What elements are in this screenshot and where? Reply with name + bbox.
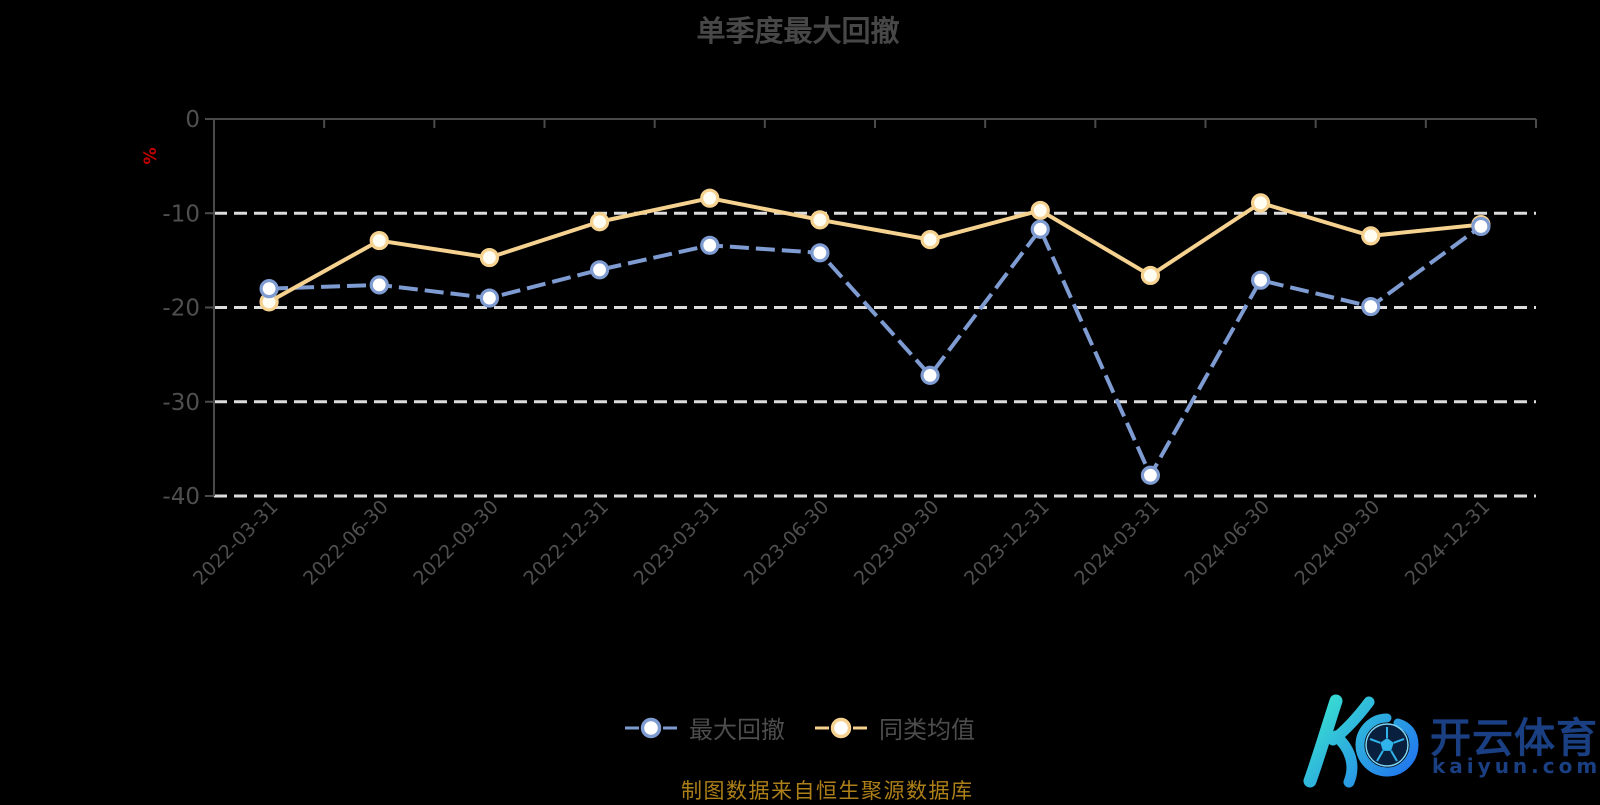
chart-title: 单季度最大回撤 (696, 14, 900, 48)
x-axis-label: 2022-12-31 (519, 496, 613, 590)
x-axis-label: 2024-12-31 (1401, 496, 1495, 590)
peer-average-line (268, 196, 1482, 304)
y-axis-label: -40 (162, 484, 200, 510)
peer-average-point-3[interactable] (589, 212, 610, 232)
peer-average-point-10[interactable] (1361, 226, 1381, 246)
y-axis-label: 0 (185, 107, 200, 133)
max-drawdown-line (269, 224, 1483, 478)
legend-label: 同类均值 (879, 716, 975, 744)
kaiyun-logo-icon (1303, 694, 1419, 788)
peer-average-point-9[interactable] (1250, 193, 1271, 213)
x-axis-label: 2024-03-31 (1070, 496, 1164, 590)
peer-average-point-4[interactable] (700, 188, 720, 208)
max-drawdown-point-10[interactable] (1361, 296, 1381, 317)
x-axis-label: 2023-12-31 (960, 496, 1054, 590)
max-drawdown-point-11[interactable] (1471, 216, 1491, 237)
x-axis-label: 2023-09-30 (850, 496, 944, 590)
legend-item-peer-average[interactable]: 同类均值 (815, 710, 975, 745)
y-axis-label: -20 (162, 296, 200, 322)
max-drawdown-point-2[interactable] (479, 288, 500, 308)
max-drawdown-point-8[interactable] (1140, 465, 1161, 485)
max-drawdown-point-3[interactable] (589, 260, 610, 280)
x-axis-label: 2024-09-30 (1291, 496, 1385, 590)
x-axis-label: 2022-06-30 (299, 496, 393, 590)
max-drawdown-point-7[interactable] (1030, 219, 1050, 239)
peer-average-point-7[interactable] (1030, 200, 1050, 221)
max-drawdown-point-1[interactable] (369, 275, 389, 295)
y-axis-label: -10 (162, 201, 200, 227)
max-drawdown-point-6[interactable] (920, 365, 940, 385)
max-drawdown-point-0[interactable] (259, 279, 279, 299)
legend-label: 最大回撤 (689, 716, 785, 744)
legend-item-max-drawdown[interactable]: 最大回撤 (625, 710, 785, 745)
line-circle-marker-icon (625, 717, 677, 738)
x-axis-label: 2023-06-30 (740, 496, 834, 590)
x-axis-label: 2022-09-30 (409, 496, 503, 590)
max-drawdown-point-9[interactable] (1250, 270, 1271, 290)
peer-average-point-6[interactable] (920, 230, 940, 250)
kaiyun-cn-text: 开云体育 (1430, 714, 1598, 762)
x-axis-label: 2024-06-30 (1180, 496, 1274, 590)
peer-average-point-8[interactable] (1140, 265, 1161, 286)
peer-average-point-5[interactable] (810, 210, 830, 230)
y-axis-label: -30 (162, 390, 200, 416)
peer-average-point-2[interactable] (479, 247, 500, 268)
peer-average-point-1[interactable] (369, 230, 389, 251)
line-circle-marker-icon (815, 717, 867, 738)
x-axis-label: 2022-03-31 (189, 496, 283, 590)
legend: 最大回撤 同类均值 (0, 710, 1600, 745)
kaiyun-domain-text: kaiyun.com (1432, 754, 1600, 778)
max-drawdown-point-5[interactable] (810, 243, 830, 263)
data-source-caption: 制图数据来自恒生聚源数据库 (681, 779, 974, 803)
x-axis-label: 2023-03-31 (630, 496, 724, 590)
kaiyun-watermark: 开云体育 kaiyun.com (1292, 660, 1600, 798)
max-drawdown-point-4[interactable] (700, 235, 720, 255)
